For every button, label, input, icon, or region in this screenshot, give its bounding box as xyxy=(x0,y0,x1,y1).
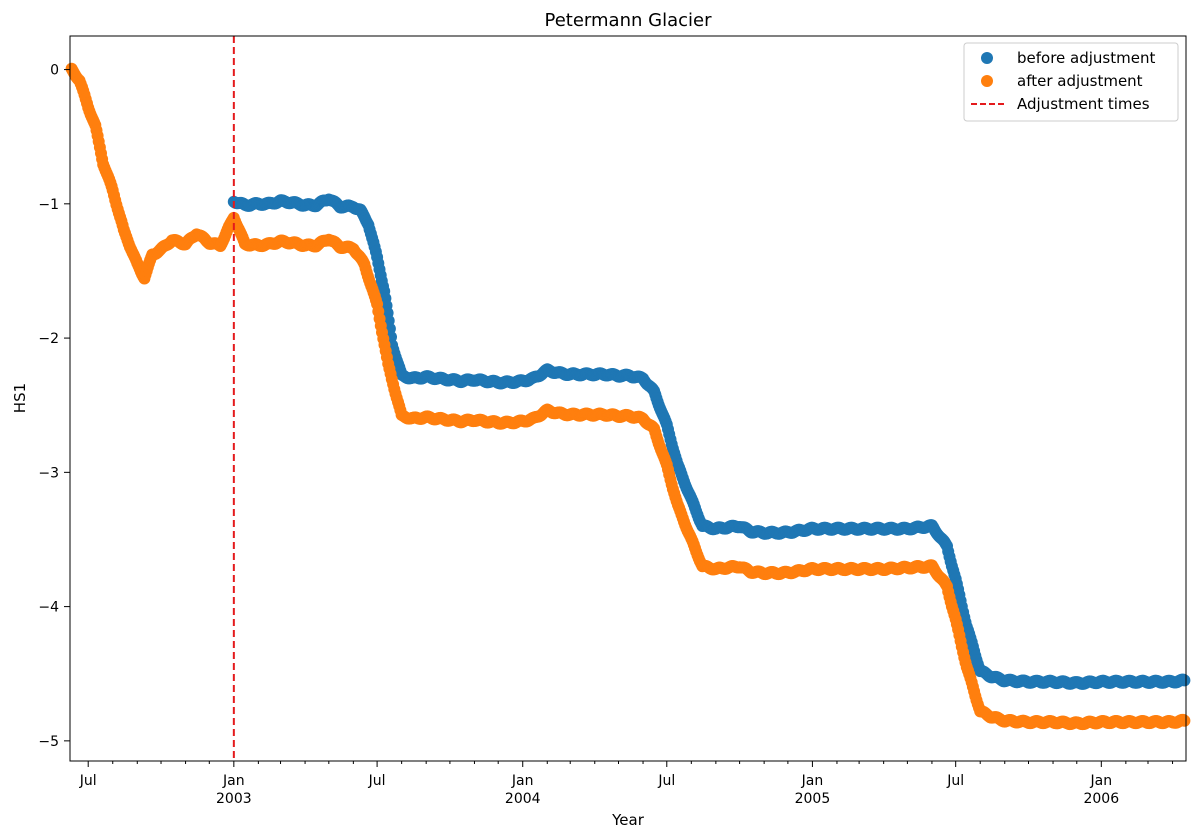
x-tick-year-label: 2004 xyxy=(505,791,541,807)
legend-label-before: before adjustment xyxy=(1017,49,1155,67)
x-tick-label: Jul xyxy=(368,773,386,789)
x-tick-label: Jul xyxy=(946,773,964,789)
y-tick-label: −2 xyxy=(38,331,59,347)
x-tick-year-label: 2006 xyxy=(1083,791,1119,807)
x-axis-label: Year xyxy=(611,811,645,829)
chart-title: Petermann Glacier xyxy=(545,10,713,31)
y-tick-label: −1 xyxy=(38,197,59,213)
legend-label-adjustment: Adjustment times xyxy=(1017,95,1150,113)
after-adjustment-point xyxy=(1178,714,1191,727)
y-tick-label: −3 xyxy=(38,465,59,481)
x-tick-label: Jan xyxy=(222,773,245,789)
legend: before adjustment after adjustment Adjus… xyxy=(963,42,1179,122)
x-tick-year-label: 2003 xyxy=(216,791,252,807)
series-before-adjustment xyxy=(227,193,1191,690)
y-tick-label: −5 xyxy=(38,734,59,750)
x-tick-year-label: 2005 xyxy=(795,791,831,807)
x-tick-label: Jul xyxy=(657,773,675,789)
x-tick-label: Jul xyxy=(79,773,97,789)
legend-marker-after xyxy=(981,75,993,87)
legend-box xyxy=(963,42,1179,122)
before-adjustment-point xyxy=(1178,674,1191,687)
x-tick-label: Jan xyxy=(1090,773,1113,789)
y-tick-label: 0 xyxy=(50,63,59,79)
y-tick-label: −4 xyxy=(38,600,59,616)
series-after-adjustment xyxy=(65,62,1191,731)
x-axis-ticks: Jul Jan 2003 Jul Jan 2004 Jul Jan 2005 Jul Jan 2006 xyxy=(79,761,1174,807)
y-axis-label: HS1 xyxy=(11,383,29,413)
legend-label-after: after adjustment xyxy=(1017,72,1143,90)
x-tick-label: Jan xyxy=(511,773,534,789)
y-axis-ticks: 0 −1 −2 −3 −4 −5 xyxy=(38,63,70,750)
plot-area-frame xyxy=(69,35,1187,762)
legend-marker-before xyxy=(981,52,993,64)
x-tick-label: Jan xyxy=(801,773,824,789)
